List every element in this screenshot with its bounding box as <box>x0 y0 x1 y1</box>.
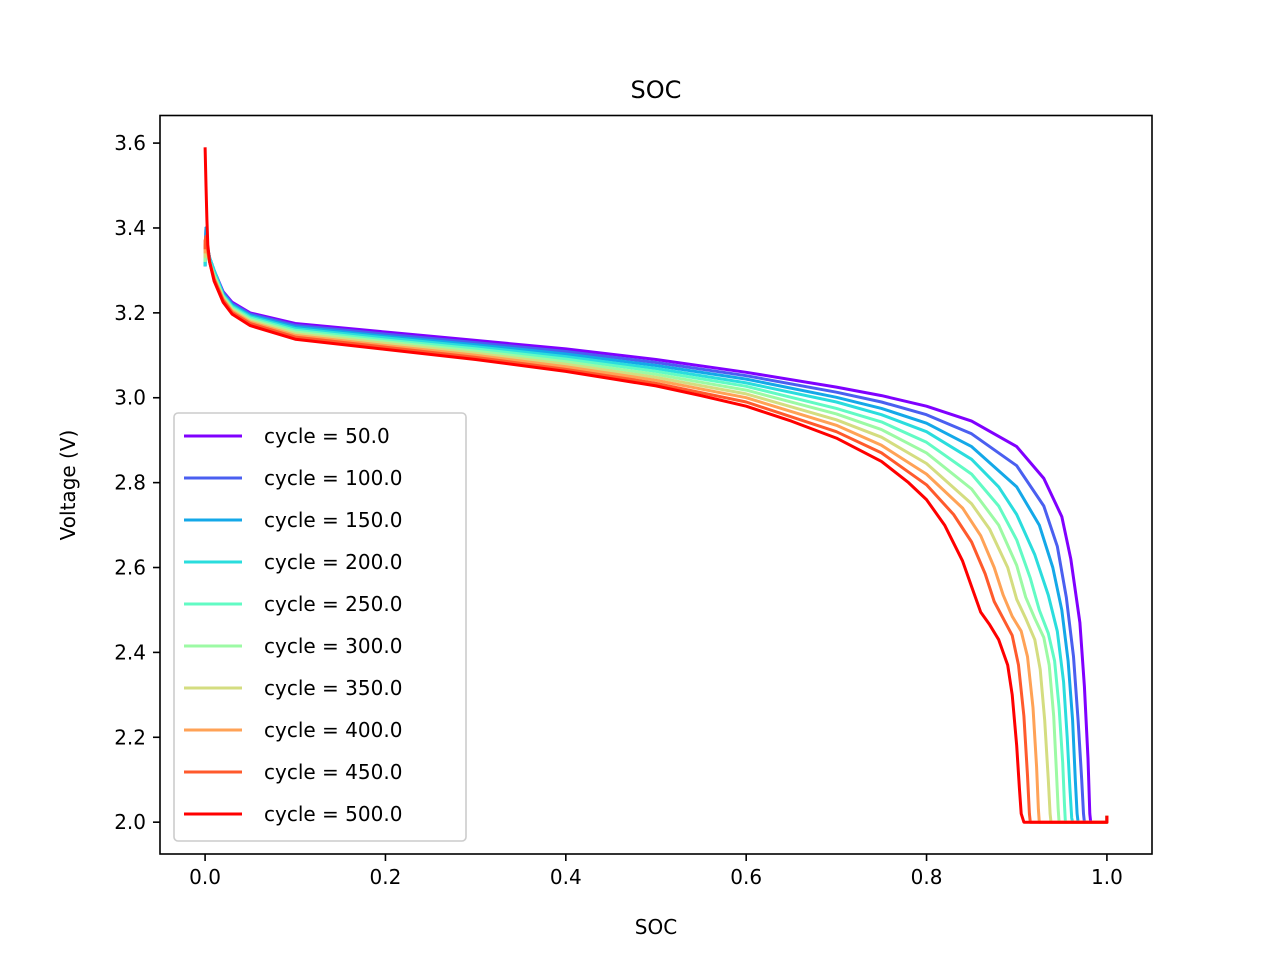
legend-entry-label: cycle = 500.0 <box>264 802 402 826</box>
y-tick-label: 2.4 <box>114 640 146 664</box>
x-axis: 0.0 0.2 0.4 0.6 0.8 1.0 <box>189 854 1123 889</box>
legend-entry-label: cycle = 300.0 <box>264 634 402 658</box>
x-tick-label: 0.2 <box>370 865 402 889</box>
x-tick-label: 0.0 <box>189 865 221 889</box>
legend-entry-label: cycle = 100.0 <box>264 466 402 490</box>
legend-entry-label: cycle = 50.0 <box>264 424 390 448</box>
y-tick-label: 3.2 <box>114 301 146 325</box>
y-tick-label: 2.2 <box>114 725 146 749</box>
legend-entry-label: cycle = 400.0 <box>264 718 402 742</box>
x-tick-label: 0.6 <box>730 865 762 889</box>
x-axis-label: SOC <box>635 915 677 939</box>
x-tick-label: 1.0 <box>1091 865 1123 889</box>
plot-frame <box>159 114 1153 855</box>
chart-title: SOC <box>631 76 682 104</box>
y-tick-label: 2.0 <box>114 810 146 834</box>
series-layer <box>203 147 1109 824</box>
y-tick-label: 2.6 <box>114 556 146 580</box>
legend-entry-label: cycle = 150.0 <box>264 508 402 532</box>
y-tick-label: 2.8 <box>114 471 146 495</box>
legend-entry-label: cycle = 350.0 <box>264 676 402 700</box>
y-axis-label: Voltage (V) <box>56 430 80 541</box>
x-tick-label: 0.8 <box>911 865 943 889</box>
y-tick-label: 3.6 <box>114 131 146 155</box>
legend-box <box>173 412 467 842</box>
legend-entry-label: cycle = 450.0 <box>264 760 402 784</box>
series-line-10 <box>203 147 1109 824</box>
legend: cycle = 50.0 cycle = 100.0 cycle = 150.0 cy… <box>173 412 467 842</box>
x-tick-label: 0.4 <box>550 865 582 889</box>
y-tick-label: 3.4 <box>114 216 146 240</box>
y-axis: 2.0 2.2 2.4 2.6 2.8 3.0 3.2 3.4 3.6 <box>114 131 160 834</box>
y-tick-label: 3.0 <box>114 386 146 410</box>
legend-entry-label: cycle = 250.0 <box>264 592 402 616</box>
legend-entry-label: cycle = 200.0 <box>264 550 402 574</box>
